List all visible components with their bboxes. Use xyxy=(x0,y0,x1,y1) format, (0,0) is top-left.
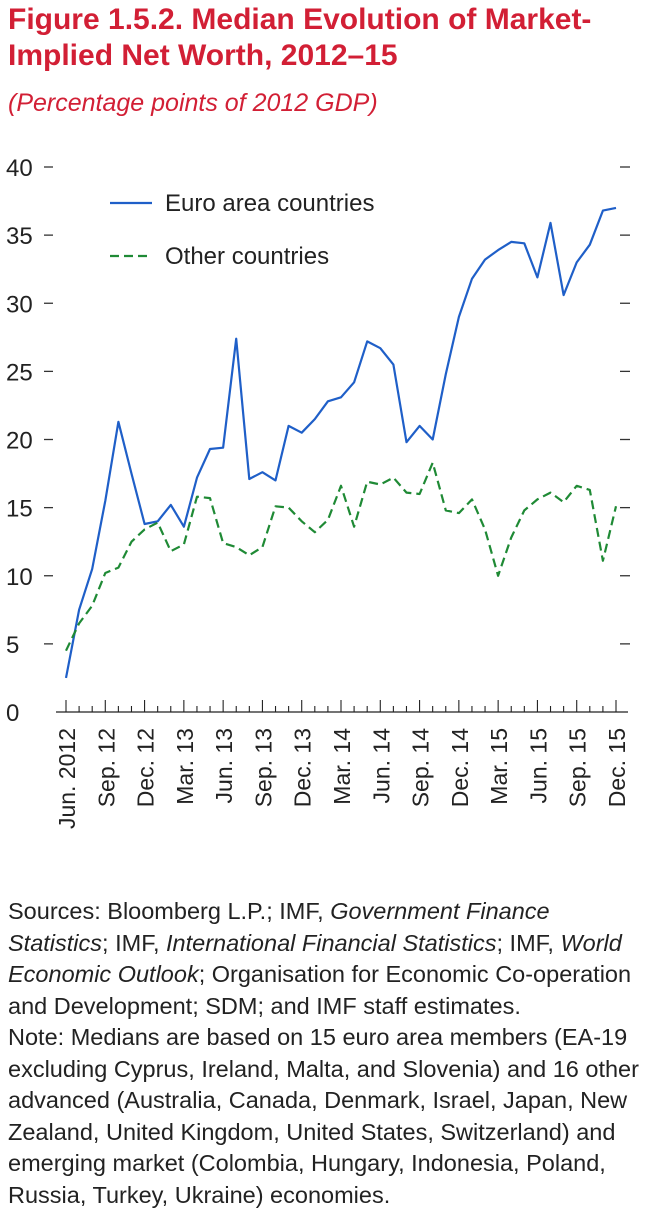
y-tick-label: 25 xyxy=(6,359,33,386)
x-tick-label: Dec. 15 xyxy=(604,728,630,807)
legend-label: Other countries xyxy=(165,243,329,270)
x-tick-label: Dec. 14 xyxy=(447,728,473,807)
y-tick-label: 15 xyxy=(6,496,33,523)
y-tick-label: 0 xyxy=(6,700,19,727)
sources-label: Sources: Bloomberg L.P.; IMF, xyxy=(8,898,331,924)
legend-label: Euro area countries xyxy=(165,190,374,217)
x-tick-label: Dec. 13 xyxy=(290,728,316,807)
x-tick-label: Sep. 14 xyxy=(408,728,434,807)
figure-subtitle: (Percentage points of 2012 GDP) xyxy=(8,89,378,117)
figure-title: Figure 1.5.2. Median Evolution of Market… xyxy=(8,3,592,72)
note-text: Note: Medians are based on 15 euro area … xyxy=(8,1024,639,1208)
x-tick-label: Mar. 14 xyxy=(329,728,355,805)
x-tick-label: Sep. 12 xyxy=(93,728,119,807)
x-tick-label: Mar. 15 xyxy=(486,728,512,805)
chart-legend: Euro area countries Other countries xyxy=(110,190,374,270)
source-ifs: International Financial Statistics xyxy=(166,929,497,956)
series-line-euro-area xyxy=(64,206,617,679)
y-tick-label: 20 xyxy=(6,428,33,455)
source-sep-2: ; IMF, xyxy=(496,929,561,956)
y-tick-label: 5 xyxy=(6,632,19,659)
x-tick-label: Mar. 13 xyxy=(172,728,198,805)
y-tick-label: 40 xyxy=(6,155,33,182)
source-gfs: Government Finance Statistics xyxy=(8,898,550,956)
sources-text: Sources: Bloomberg L.P.; IMF, Government… xyxy=(8,896,644,1022)
x-tick-label: Jun. 15 xyxy=(525,728,551,803)
x-tick-label: Jun. 14 xyxy=(368,728,394,804)
y-tick-label: 10 xyxy=(6,564,33,591)
line-chart: 0 5 10 15 20 25 30 35 40 Jun. 2012 Sep. 12 Dec. 12 M… xyxy=(6,155,630,829)
sources-rest: ; Organisation for Economic Co-operation… xyxy=(8,961,632,1019)
source-weo: World Economic Outlook xyxy=(8,929,622,988)
x-tick-label: Jun. 2012 xyxy=(54,728,80,829)
chart-axes: 0 5 10 15 20 25 30 35 40 Jun. 2012 Sep. 12 Dec. 12 M… xyxy=(6,155,630,829)
x-tick-label: Sep. 15 xyxy=(565,728,591,807)
sources-and-notes: Sources: Bloomberg L.P.; IMF, Government… xyxy=(8,896,644,1211)
chart-series xyxy=(64,206,618,679)
x-tick-label: Jun. 13 xyxy=(211,728,237,803)
x-tick-label: Dec. 12 xyxy=(133,728,159,807)
y-tick-label: 30 xyxy=(6,291,33,318)
series-line-other-countries xyxy=(65,461,618,652)
y-tick-label: 35 xyxy=(6,223,33,250)
source-sep-1: ; IMF, xyxy=(102,929,167,956)
x-tick-label: Sep. 13 xyxy=(250,728,276,807)
